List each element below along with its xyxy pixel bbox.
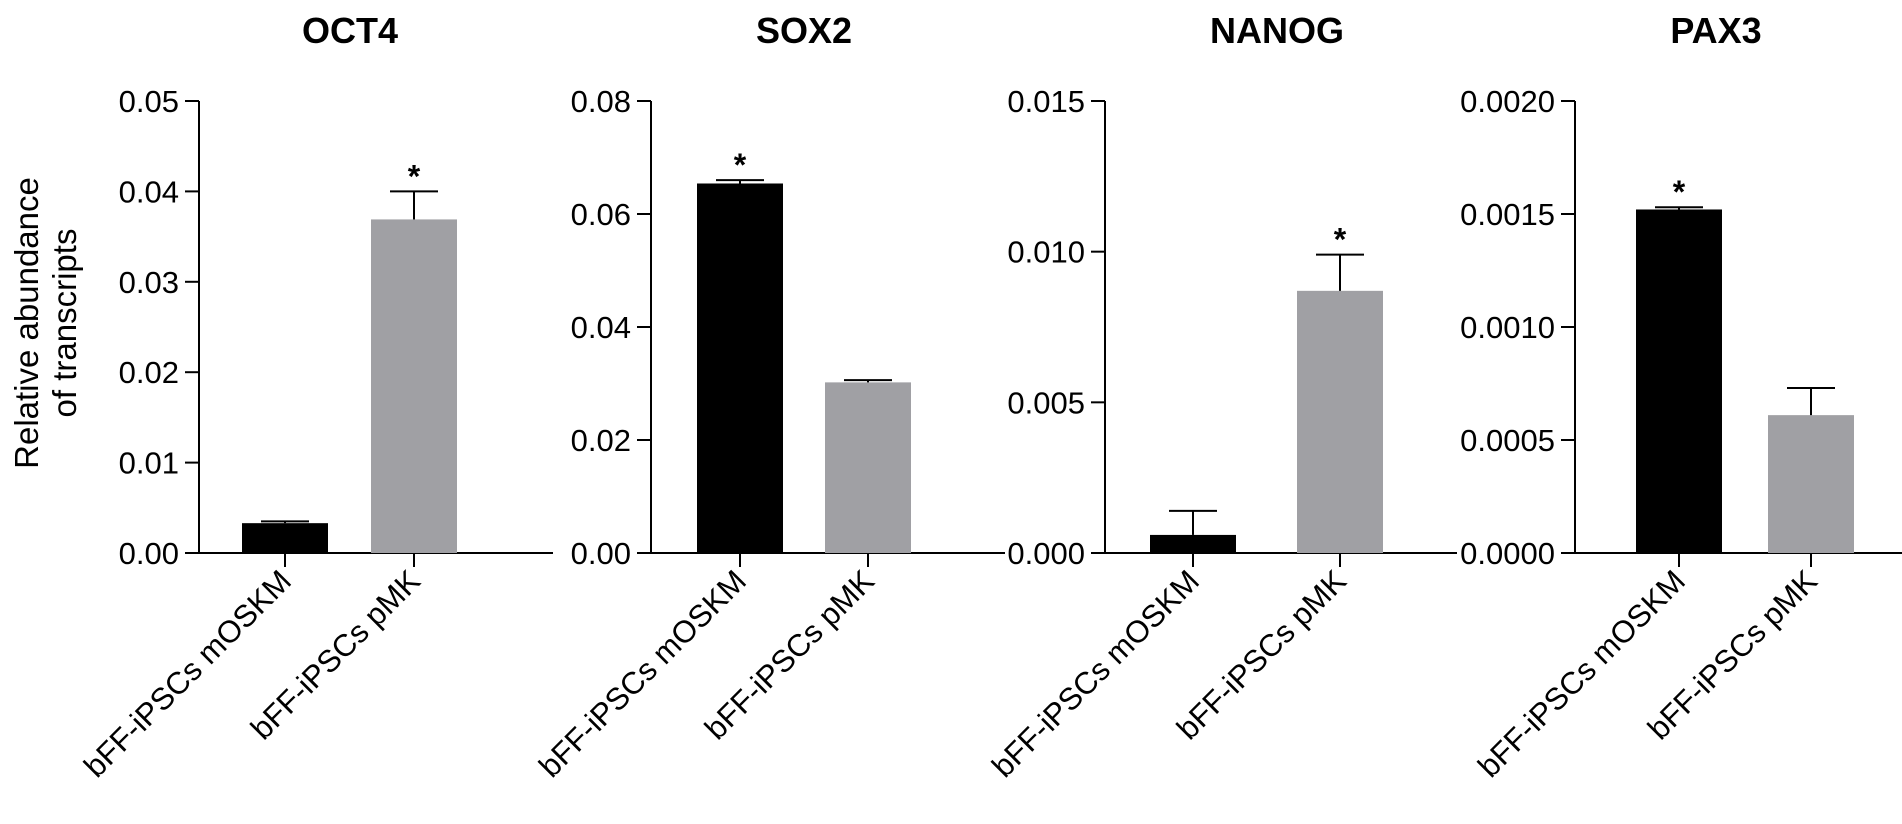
chart-panel-pax3: PAX3 0.0000 0.0005 0.0010 0.0015 0.0020 * bFF-i… <box>1460 10 1902 784</box>
significance-marker: * <box>1334 222 1347 258</box>
bar-bff-ipscs-moskm <box>242 523 328 553</box>
bar-bff-ipscs-pmk <box>371 219 457 553</box>
y-tick-label: 0.010 <box>1007 235 1085 270</box>
chart-panel-nanog: NANOG 0.000 0.005 0.010 0.015 bFF-iPSCs mOSKM… <box>985 10 1457 784</box>
y-axis-label-line1: Relative abundance <box>8 177 45 469</box>
y-tick-label: 0.04 <box>571 310 631 345</box>
y-tick-label: 0.00 <box>571 536 631 571</box>
significance-marker: * <box>1673 174 1686 210</box>
chart-panel-sox2: SOX2 0.00 0.02 0.04 0.06 0.08 * bFF-iPSCs mOSKM… <box>532 10 1005 784</box>
y-tick-label: 0.03 <box>119 265 179 300</box>
y-tick-label: 0.02 <box>571 423 631 458</box>
y-tick-label: 0.0010 <box>1460 310 1555 345</box>
chart-panel-oct4: OCT4 0.00 0.01 0.02 0.03 0.04 0.05 bFF-iPSCs mO… <box>77 10 553 784</box>
chart-title: PAX3 <box>1670 10 1761 51</box>
bar-bff-ipscs-pmk <box>825 382 911 553</box>
chart-title: SOX2 <box>756 10 852 51</box>
y-tick-label: 0.005 <box>1007 385 1085 420</box>
bar-bff-ipscs-pmk <box>1768 415 1854 553</box>
chart-title: OCT4 <box>302 10 398 51</box>
x-tick-label: bFF-iPSCs mOSKM <box>1471 563 1692 784</box>
y-tick-label: 0.08 <box>571 84 631 119</box>
x-tick-label: bFF-iPSCs mOSKM <box>985 563 1206 784</box>
y-axis-label-line2: of transcripts <box>46 229 83 418</box>
y-tick-label: 0.0020 <box>1460 84 1555 119</box>
y-tick-label: 0.01 <box>119 446 179 481</box>
bar-bff-ipscs-moskm <box>697 183 783 554</box>
y-tick-label: 0.0015 <box>1460 197 1555 232</box>
bar-bff-ipscs-moskm <box>1150 534 1236 553</box>
y-tick-label: 0.05 <box>119 84 179 119</box>
x-tick-label: bFF-iPSCs mOSKM <box>77 563 298 784</box>
y-tick-label: 0.04 <box>119 174 179 209</box>
y-tick-label: 0.000 <box>1007 536 1085 571</box>
x-tick-label: bFF-iPSCs mOSKM <box>532 563 753 784</box>
y-tick-label: 0.06 <box>571 197 631 232</box>
y-tick-label: 0.00 <box>119 536 179 571</box>
significance-marker: * <box>408 158 421 194</box>
y-tick-label: 0.02 <box>119 355 179 390</box>
y-tick-label: 0.015 <box>1007 84 1085 119</box>
chart-title: NANOG <box>1210 10 1344 51</box>
y-tick-label: 0.0005 <box>1460 423 1555 458</box>
bar-bff-ipscs-pmk <box>1297 290 1383 553</box>
bar-bff-ipscs-moskm <box>1636 209 1722 554</box>
y-tick-label: 0.0000 <box>1460 536 1555 571</box>
significance-marker: * <box>734 147 747 183</box>
